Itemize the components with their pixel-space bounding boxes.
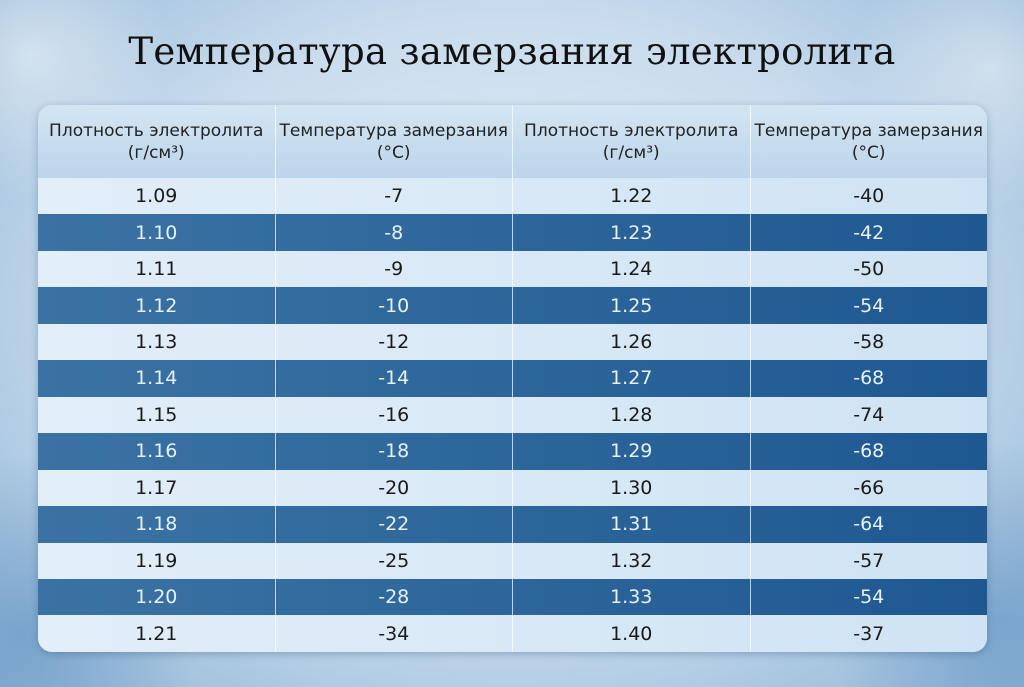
temperature-cell: -20 xyxy=(276,469,513,507)
temperature-cell: -50 xyxy=(853,258,885,281)
density-cell: 1.12 xyxy=(38,287,276,324)
temperature-cell: -54 xyxy=(853,294,885,317)
density-cell: 1.10 xyxy=(38,214,276,251)
temperature-cell: -37 xyxy=(853,622,885,645)
density-cell: 1.28 xyxy=(513,396,751,434)
table-row: 1.11 -9 1.24 -50 xyxy=(38,250,987,288)
header-density-1: Плотность электролита (г/см³) xyxy=(38,105,276,178)
density-cell: 1.31 xyxy=(513,506,751,543)
temperature-cell: -40 xyxy=(853,185,885,208)
density-cell: 1.16 xyxy=(38,433,276,470)
temperature-cell: -54 xyxy=(853,586,885,609)
temperature-cell: -28 xyxy=(276,578,513,616)
temperature-cell: -18 xyxy=(276,433,513,470)
density-cell: 1.23 xyxy=(513,214,751,251)
temperature-cell: -68 xyxy=(853,367,885,390)
table-row: 1.14 -14 1.27 -68 xyxy=(38,360,987,397)
table-header: Плотность электролита (г/см³) Температур… xyxy=(38,105,987,178)
table-row: 1.13 -12 1.26 -58 xyxy=(38,323,987,361)
table-row: 1.15 -16 1.28 -74 xyxy=(38,396,987,434)
table-row: 1.12 -10 1.25 -54 xyxy=(38,287,987,324)
temperature-cell: -42 xyxy=(853,221,885,244)
density-cell: 1.20 xyxy=(38,578,276,616)
temperature-cell: -68 xyxy=(853,440,885,463)
temperature-cell: -57 xyxy=(853,549,885,572)
density-cell: 1.40 xyxy=(513,615,751,652)
temperature-cell: -14 xyxy=(276,360,513,397)
density-cell: 1.29 xyxy=(513,433,751,470)
header-temp-2: Температура замерзания (°C) xyxy=(754,120,983,163)
temperature-cell: -25 xyxy=(276,542,513,579)
density-cell: 1.15 xyxy=(38,396,276,434)
density-cell: 1.18 xyxy=(38,506,276,543)
temperature-cell: -74 xyxy=(853,403,885,426)
density-cell: 1.24 xyxy=(513,250,751,288)
temperature-cell: -34 xyxy=(276,615,513,652)
density-cell: 1.33 xyxy=(513,578,751,616)
density-cell: 1.19 xyxy=(38,542,276,579)
temperature-cell: -8 xyxy=(276,214,513,251)
temperature-cell: -66 xyxy=(853,476,885,499)
page-title: Температура замерзания электролита xyxy=(128,30,896,73)
table-row: 1.19 -25 1.32 -57 xyxy=(38,542,987,579)
density-cell: 1.21 xyxy=(38,615,276,652)
density-cell: 1.30 xyxy=(513,469,751,507)
density-cell: 1.11 xyxy=(38,250,276,288)
table-row: 1.18 -22 1.31 -64 xyxy=(38,506,987,543)
table-row: 1.17 -20 1.30 -66 xyxy=(38,469,987,507)
density-cell: 1.22 xyxy=(513,178,751,215)
temperature-cell: -64 xyxy=(853,513,885,536)
density-cell: 1.09 xyxy=(38,178,276,215)
freezing-point-table: Плотность электролита (г/см³) Температур… xyxy=(38,105,987,652)
density-cell: 1.32 xyxy=(513,542,751,579)
table-body: 1.09 -7 1.22 -40 1.10 -8 1.23 -42 1.11 -9 1.24 -50 1… xyxy=(38,178,987,652)
table-row: 1.16 -18 1.29 -68 xyxy=(38,433,987,470)
temperature-cell: -16 xyxy=(276,396,513,434)
temperature-cell: -12 xyxy=(276,323,513,361)
temperature-cell: -58 xyxy=(853,331,885,354)
table-row: 1.10 -8 1.23 -42 xyxy=(38,214,987,251)
table-row: 1.20 -28 1.33 -54 xyxy=(38,578,987,616)
temperature-cell: -9 xyxy=(276,250,513,288)
header-temp-1: Температура замерзания (°C) xyxy=(276,105,513,178)
density-cell: 1.14 xyxy=(38,360,276,397)
table-row: 1.21 -34 1.40 -37 xyxy=(38,615,987,652)
temperature-cell: -22 xyxy=(276,506,513,543)
density-cell: 1.25 xyxy=(513,287,751,324)
density-cell: 1.17 xyxy=(38,469,276,507)
density-cell: 1.26 xyxy=(513,323,751,361)
density-cell: 1.13 xyxy=(38,323,276,361)
temperature-cell: -10 xyxy=(276,287,513,324)
header-density-2: Плотность электролита (г/см³) xyxy=(513,105,751,178)
temperature-cell: -7 xyxy=(276,178,513,215)
density-cell: 1.27 xyxy=(513,360,751,397)
table-row: 1.09 -7 1.22 -40 xyxy=(38,178,987,215)
